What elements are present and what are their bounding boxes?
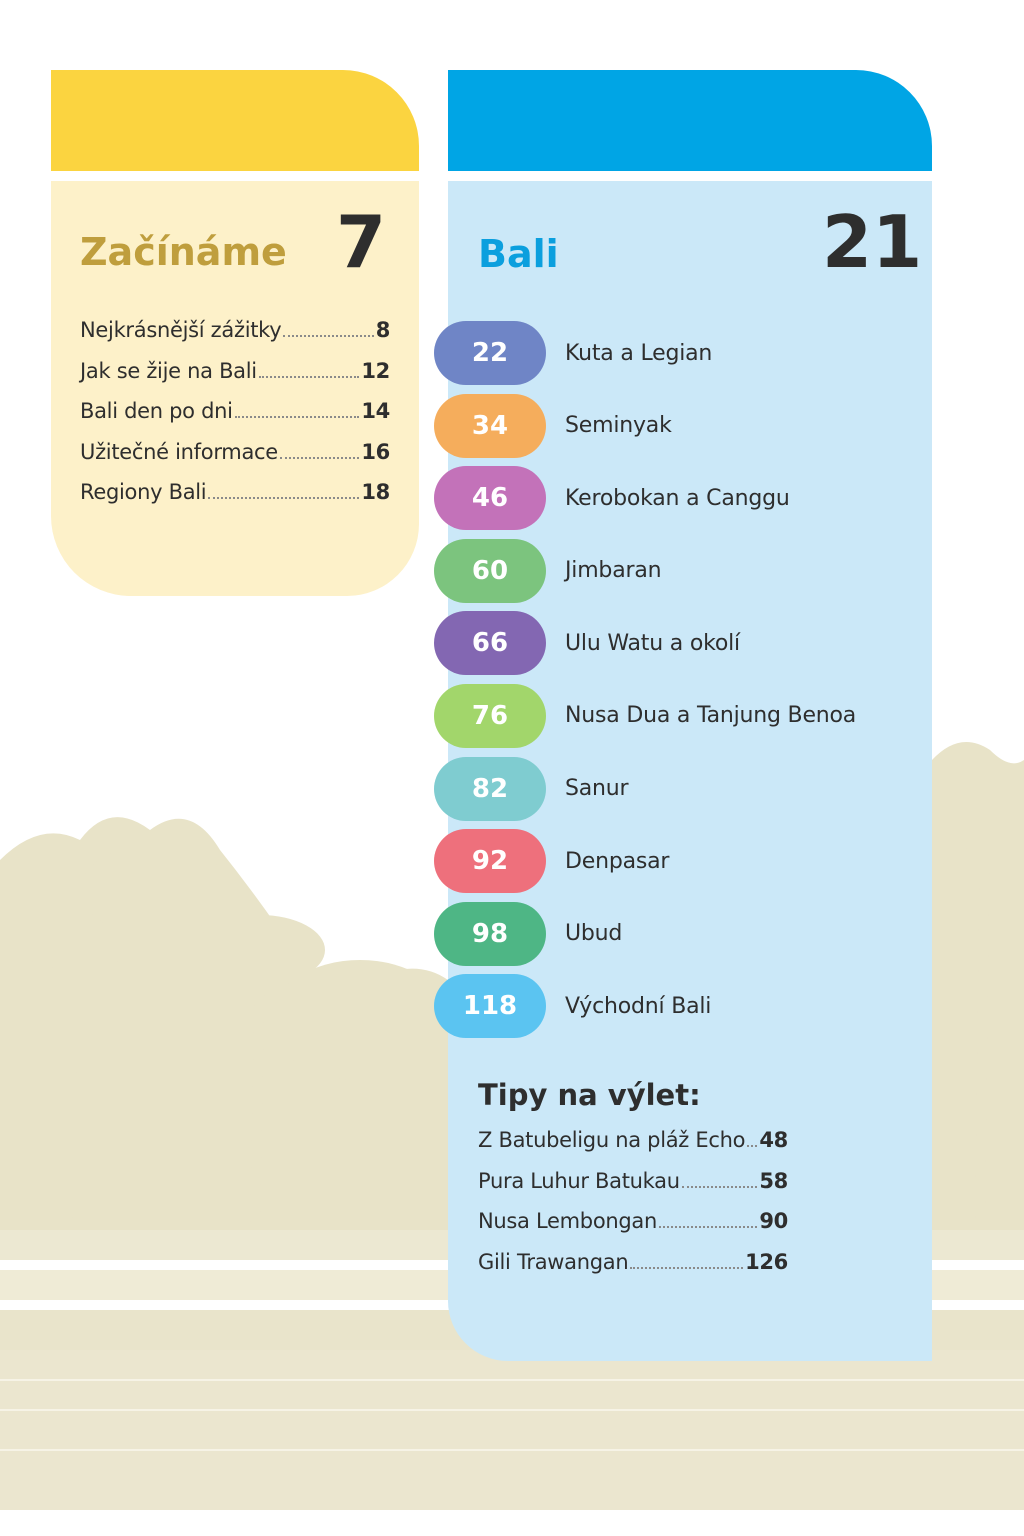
toc-entry-label: Jak se žije na Bali	[80, 358, 257, 383]
dot-leader	[279, 456, 360, 459]
tip-entry-page: 90	[759, 1209, 788, 1233]
tip-entry-label: Nusa Lembongan	[478, 1209, 658, 1233]
chapter-entry[interactable]: 92 Denpasar	[434, 829, 904, 894]
tip-entry[interactable]: Nusa Lembongan 90	[478, 1209, 788, 1250]
toc-entry-page: 8	[375, 318, 391, 342]
dot-leader	[234, 415, 360, 418]
chapter-label: Sanur	[565, 776, 629, 802]
chapter-page-pill: 22	[434, 321, 546, 385]
tip-entry-label: Z Batubeligu na pláž Echo	[478, 1128, 746, 1152]
chapter-label: Denpasar	[565, 848, 670, 874]
tip-entry-page: 48	[759, 1128, 788, 1152]
right-section-page-number: 21	[822, 200, 923, 284]
chapter-label: Východní Bali	[565, 993, 712, 1019]
chapter-page-pill: 66	[434, 611, 546, 676]
right-section-title: Bali	[478, 232, 559, 276]
chapter-entry[interactable]: 98 Ubud	[434, 901, 904, 966]
toc-entry-page: 18	[361, 480, 390, 504]
chapter-entry[interactable]: 66 Ulu Watu a okolí	[434, 611, 904, 676]
chapter-label: Jimbaran	[565, 558, 662, 584]
chapter-page-pill: 60	[434, 538, 546, 603]
chapter-entry[interactable]: 60 Jimbaran	[434, 538, 904, 603]
left-section-panel	[51, 181, 419, 596]
chapter-label: Seminyak	[565, 413, 672, 439]
tip-entry[interactable]: Pura Luhur Batukau 58	[478, 1169, 788, 1210]
chapter-page-pill: 82	[434, 756, 546, 821]
tip-entry[interactable]: Z Batubeligu na pláž Echo 48	[478, 1128, 788, 1169]
right-section-header-band	[448, 70, 932, 171]
left-section-title: Začínáme	[80, 230, 287, 274]
dot-leader	[208, 496, 360, 499]
chapter-entry[interactable]: 22 Kuta a Legian	[434, 321, 904, 385]
chapter-page-pill: 118	[434, 974, 546, 1039]
chapter-entry[interactable]: 46 Kerobokan a Canggu	[434, 466, 904, 531]
dot-leader	[630, 1266, 744, 1269]
tip-entry-page: 58	[759, 1168, 788, 1193]
toc-entry-label: Regiony Bali	[80, 480, 207, 504]
tip-entry[interactable]: Gili Trawangan 126	[478, 1250, 788, 1291]
chapter-entry[interactable]: 118 Východní Bali	[434, 974, 904, 1039]
chapter-page-pill: 34	[434, 393, 546, 458]
chapter-label: Nusa Dua a Tanjung Benoa	[565, 703, 857, 729]
chapter-label: Kuta a Legian	[565, 340, 713, 366]
chapter-entry[interactable]: 76 Nusa Dua a Tanjung Benoa	[434, 683, 904, 748]
tip-entry-page: 126	[745, 1249, 788, 1274]
chapter-page-pill: 92	[434, 829, 546, 894]
left-section-toc-list: Nejkrásnější zážitky 8 Jak se žije na Ba…	[80, 318, 390, 521]
toc-entry-label: Nejkrásnější zážitky	[80, 318, 282, 342]
dot-leader	[258, 375, 360, 378]
dot-leader	[747, 1144, 758, 1147]
chapter-list: 22 Kuta a Legian 34 Seminyak 46 Keroboka…	[434, 321, 904, 1047]
tips-list: Z Batubeligu na pláž Echo 48 Pura Luhur …	[478, 1128, 788, 1290]
toc-entry-page: 14	[361, 399, 390, 423]
chapter-page-pill: 46	[434, 466, 546, 531]
toc-entry[interactable]: Bali den po dni 14	[80, 399, 390, 440]
toc-entry[interactable]: Užitečné informace 16	[80, 440, 390, 481]
left-section-page-number: 7	[336, 200, 387, 284]
chapter-page-pill: 76	[434, 683, 546, 748]
left-section-header-band	[51, 70, 419, 171]
chapter-label: Ulu Watu a okolí	[565, 630, 740, 656]
chapter-label: Kerobokan a Canggu	[565, 485, 790, 511]
toc-entry-label: Užitečné informace	[80, 439, 278, 464]
tip-entry-label: Gili Trawangan	[478, 1249, 629, 1274]
toc-entry-page: 12	[361, 358, 390, 383]
tip-entry-label: Pura Luhur Batukau	[478, 1168, 680, 1193]
dot-leader	[659, 1225, 758, 1228]
chapter-entry[interactable]: 82 Sanur	[434, 756, 904, 821]
toc-entry[interactable]: Regiony Bali 18	[80, 480, 390, 521]
chapter-page-pill: 98	[434, 901, 546, 966]
chapter-entry[interactable]: 34 Seminyak	[434, 393, 904, 458]
toc-entry[interactable]: Nejkrásnější zážitky 8	[80, 318, 390, 359]
chapter-label: Ubud	[565, 921, 623, 947]
toc-entry-label: Bali den po dni	[80, 399, 233, 423]
dot-leader	[283, 334, 374, 337]
dot-leader	[681, 1185, 758, 1188]
toc-entry[interactable]: Jak se žije na Bali 12	[80, 359, 390, 400]
tips-heading: Tipy na výlet:	[478, 1078, 701, 1112]
toc-entry-page: 16	[361, 439, 390, 464]
